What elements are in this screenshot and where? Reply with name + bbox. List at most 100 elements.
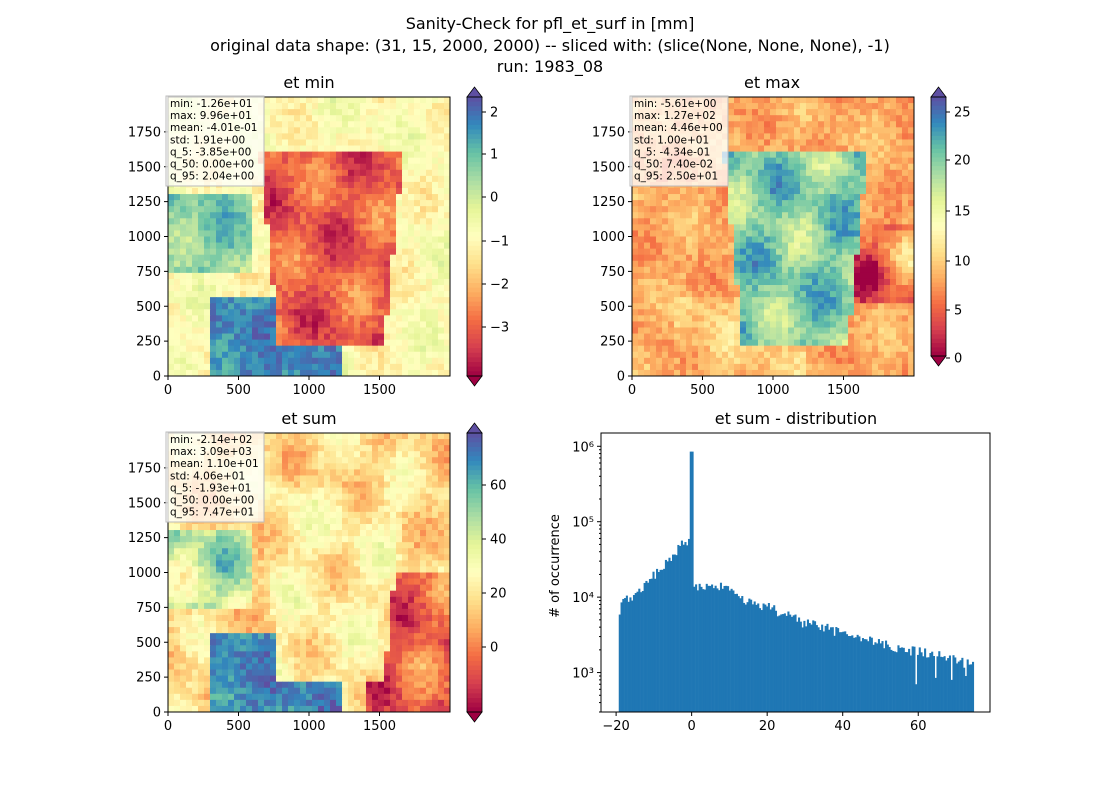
heatmap-cell	[354, 163, 361, 171]
heatmap-cell	[312, 445, 319, 452]
heatmap-cell	[800, 242, 807, 250]
heatmap-cell	[830, 248, 837, 256]
heatmap-cell	[306, 303, 313, 310]
x-tick-label: 500	[690, 383, 715, 398]
heatmap-cell	[246, 260, 253, 268]
heatmap-cell	[444, 157, 451, 165]
heatmap-cell	[902, 163, 909, 171]
heatmap-cell	[818, 345, 825, 353]
heatmap-cell	[384, 357, 391, 365]
heatmap-cell	[354, 285, 361, 292]
heatmap-cell	[414, 457, 421, 464]
heatmap-cell	[186, 315, 193, 322]
heatmap-cell	[348, 163, 355, 171]
heatmap-cell	[806, 278, 813, 286]
heatmap-cell	[324, 357, 331, 365]
heatmap-cell	[872, 369, 879, 377]
heatmap-cell	[192, 351, 199, 359]
heatmap-cell	[680, 200, 687, 207]
heatmap-cell	[878, 291, 885, 298]
heatmap-cell	[752, 175, 759, 183]
heatmap-cell	[860, 315, 867, 322]
heatmap-cell	[336, 218, 343, 225]
heatmap-cell	[300, 278, 307, 286]
heatmap-cell	[414, 248, 421, 256]
heatmap-cell	[632, 266, 639, 274]
heatmap-cell	[294, 433, 301, 440]
heatmap-cell	[734, 321, 741, 328]
heatmap-cell	[818, 315, 825, 322]
y-tick-label: 1500	[128, 160, 161, 175]
heatmap-cell	[282, 327, 289, 334]
heatmap-cell	[842, 254, 849, 262]
heatmap-cell	[204, 266, 211, 274]
heatmap-cell	[740, 139, 747, 146]
heatmap-cell	[324, 194, 331, 201]
heatmap-cell	[312, 242, 319, 250]
heatmap-cell	[438, 369, 445, 377]
heatmap-cell	[668, 242, 675, 250]
heatmap-cell	[632, 351, 639, 359]
heatmap-cell	[836, 194, 843, 201]
heatmap-cell	[740, 175, 747, 183]
heatmap-cell	[902, 121, 909, 128]
heatmap-cell	[902, 260, 909, 268]
heatmap-cell	[866, 242, 873, 250]
heatmap-cell	[366, 230, 373, 237]
heatmap-cell	[438, 463, 445, 470]
heatmap-cell	[234, 285, 241, 292]
heatmap-cell	[186, 230, 193, 237]
heatmap-cell	[872, 254, 879, 262]
heatmap-cell	[444, 218, 451, 225]
heatmap-cell	[306, 103, 313, 110]
heatmap-cell	[432, 457, 439, 464]
heatmap-cell	[300, 433, 307, 440]
colorbar-segment	[467, 97, 482, 103]
heatmap-cell	[276, 481, 283, 488]
heatmap-cell	[282, 333, 289, 341]
heatmap-cell	[710, 242, 717, 250]
heatmap-cell	[354, 97, 361, 104]
heatmap-cell	[282, 463, 289, 470]
heatmap-cell	[432, 133, 439, 140]
heatmap-cell	[294, 194, 301, 201]
heatmap-cell	[408, 157, 415, 165]
heatmap-cell	[674, 363, 681, 371]
heatmap-cell	[426, 145, 433, 152]
heatmap-cell	[372, 278, 379, 286]
heatmap-cell	[360, 115, 367, 122]
heatmap-cell	[390, 163, 397, 171]
heatmap-cell	[354, 212, 361, 219]
heatmap-cell	[216, 248, 223, 256]
heatmap-cell	[716, 194, 723, 201]
heatmap-cell	[650, 187, 657, 195]
heatmap-cell	[372, 181, 379, 189]
colorbar-segment	[931, 148, 946, 154]
heatmap-cell	[384, 351, 391, 359]
heatmap-cell	[276, 121, 283, 128]
heatmap-cell	[770, 303, 777, 310]
colorbar-segment	[467, 222, 482, 228]
heatmap-cell	[800, 236, 807, 243]
heatmap-cell	[872, 187, 879, 195]
heatmap-cell	[342, 206, 349, 213]
heatmap-cell	[318, 121, 325, 128]
heatmap-cell	[420, 109, 427, 116]
heatmap-cell	[420, 181, 427, 189]
heatmap-cell	[378, 291, 385, 298]
heatmap-cell	[180, 321, 187, 328]
heatmap-cell	[884, 321, 891, 328]
heatmap-cell	[396, 272, 403, 280]
heatmap-cell	[408, 212, 415, 219]
heatmap-cell	[306, 481, 313, 488]
heatmap-cell	[228, 230, 235, 237]
heatmap-cell	[734, 339, 741, 347]
heatmap-cell	[402, 175, 409, 183]
heatmap-cell	[674, 260, 681, 268]
heatmap-cell	[318, 157, 325, 165]
heatmap-cell	[758, 115, 765, 122]
heatmap-cell	[854, 369, 861, 377]
heatmap-cell	[324, 97, 331, 104]
heatmap-cell	[728, 145, 735, 152]
colorbar-segment	[467, 208, 482, 214]
